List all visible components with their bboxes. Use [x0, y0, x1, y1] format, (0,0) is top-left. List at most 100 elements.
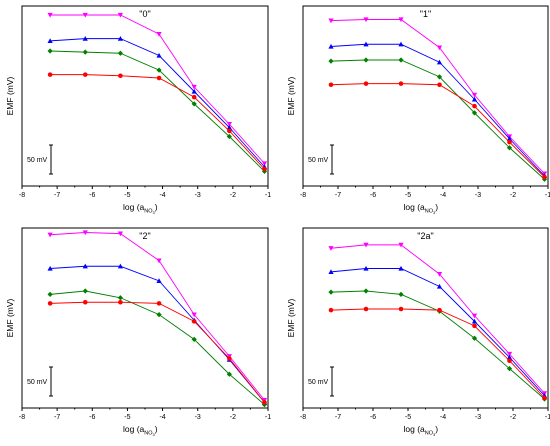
data-point-red — [262, 400, 267, 405]
data-point-blue — [82, 36, 88, 41]
scale-bar-label: 50 mV — [27, 157, 48, 164]
x-tick-label: -6 — [89, 414, 95, 421]
x-tick-label: -7 — [54, 414, 60, 421]
scale-bar-label: 50 mV — [27, 379, 48, 386]
data-point-blue — [328, 269, 334, 274]
data-point-red — [262, 166, 267, 172]
x-tick-label: -7 — [335, 414, 341, 421]
data-point-blue — [471, 96, 478, 102]
x-tick-label: -4 — [159, 192, 165, 199]
scale-bar-label: 50 mV — [308, 157, 329, 164]
x-tick-label: -1 — [545, 414, 550, 421]
data-point-green — [506, 366, 513, 372]
data-point-green — [117, 50, 123, 56]
data-point-magenta — [436, 272, 443, 277]
data-point-blue — [156, 278, 162, 283]
x-tick-label: -2 — [510, 192, 516, 199]
data-point-green — [191, 101, 197, 107]
x-tick-label: -5 — [405, 414, 411, 421]
data-point-magenta — [436, 45, 443, 51]
x-tick-label: -4 — [440, 192, 446, 199]
data-point-green — [47, 291, 53, 297]
data-point-blue — [398, 41, 404, 47]
plot-frame — [21, 5, 269, 187]
plot-frame — [302, 227, 549, 409]
series-line-red — [330, 308, 545, 399]
data-point-magenta — [156, 32, 162, 37]
data-point-red — [118, 299, 123, 305]
x-tick-label: -4 — [440, 414, 446, 421]
panel-title: "1" — [420, 9, 431, 19]
chart-panel-2: -8 -7 -6 -5 -4 -3 -2 -1 log (aNO3) EMF (mV) "2" 50 … — [5, 227, 271, 437]
data-point-magenta — [191, 84, 197, 90]
x-tick-label: -1 — [265, 192, 271, 199]
data-point-red — [328, 82, 334, 88]
x-axis-label: log (aNO3) — [404, 424, 439, 437]
data-point-red — [542, 395, 547, 401]
x-tick-label: -8 — [19, 192, 25, 199]
y-axis-label: EMF (mV) — [5, 298, 15, 337]
data-point-blue — [506, 136, 513, 141]
data-point-red — [47, 301, 53, 306]
x-tick-label: -3 — [475, 192, 481, 199]
x-tick-label: -3 — [195, 192, 201, 199]
data-point-red — [82, 72, 88, 77]
data-point-blue — [47, 265, 53, 271]
data-point-blue — [328, 43, 334, 49]
series-line-blue — [50, 265, 265, 403]
x-tick-label: -3 — [195, 414, 201, 421]
data-point-blue — [191, 88, 197, 94]
data-point-green — [328, 58, 334, 64]
x-tick-label: -2 — [510, 414, 516, 421]
data-point-red — [156, 75, 162, 81]
data-point-magenta — [82, 12, 88, 18]
data-point-blue — [156, 52, 162, 58]
data-point-magenta — [117, 231, 123, 237]
data-point-red — [398, 306, 404, 312]
data-point-red — [437, 307, 442, 313]
x-tick-label: -7 — [54, 192, 60, 199]
data-point-red — [82, 299, 88, 305]
x-tick-label: -2 — [230, 192, 236, 199]
x-tick-label: -3 — [475, 414, 481, 421]
data-point-magenta — [398, 242, 404, 248]
data-point-green — [398, 57, 404, 63]
scale-bar-label: 50 mV — [308, 379, 329, 386]
x-tick-label: -5 — [124, 414, 130, 421]
series-line-green — [330, 59, 545, 180]
series-line-magenta — [50, 232, 265, 401]
panel-title: "0" — [139, 9, 150, 19]
data-point-magenta — [363, 17, 369, 23]
data-point-magenta — [328, 18, 334, 24]
data-point-green — [156, 67, 162, 73]
data-point-green — [471, 335, 478, 341]
series-line-red — [50, 74, 265, 170]
data-point-green — [191, 336, 197, 342]
y-axis-label: EMF (mV) — [286, 298, 296, 337]
data-point-green — [471, 110, 478, 116]
x-tick-label: -6 — [89, 192, 95, 199]
chart-panel-1: -8 -7 -6 -5 -4 -3 -2 -1 log (aNO3) EMF (mV) "1" 50 … — [286, 5, 550, 215]
series-line-magenta — [50, 14, 265, 164]
data-point-red — [507, 358, 512, 364]
data-point-magenta — [363, 242, 369, 248]
y-axis-label: EMF (mV) — [286, 76, 296, 115]
data-point-green — [82, 49, 88, 55]
data-point-green — [363, 57, 369, 63]
data-point-green — [226, 133, 232, 140]
series-line-green — [50, 50, 265, 172]
x-tick-label: -8 — [19, 414, 25, 421]
data-point-red — [118, 73, 123, 79]
data-point-red — [542, 174, 547, 180]
data-point-blue — [471, 318, 478, 324]
series-line-red — [50, 301, 265, 403]
data-point-blue — [436, 283, 443, 289]
data-point-magenta — [471, 92, 478, 98]
series-line-red — [330, 83, 545, 178]
chart-panel-3: -8 -7 -6 -5 -4 -3 -2 -1 log (aNO3) EMF (mV) "2a" 50… — [286, 227, 550, 437]
data-point-magenta — [117, 12, 123, 18]
x-axis-label: log (aNO3) — [123, 202, 158, 215]
data-point-red — [472, 103, 477, 109]
data-point-red — [156, 301, 162, 306]
x-axis-label: log (aNO3) — [404, 202, 439, 215]
